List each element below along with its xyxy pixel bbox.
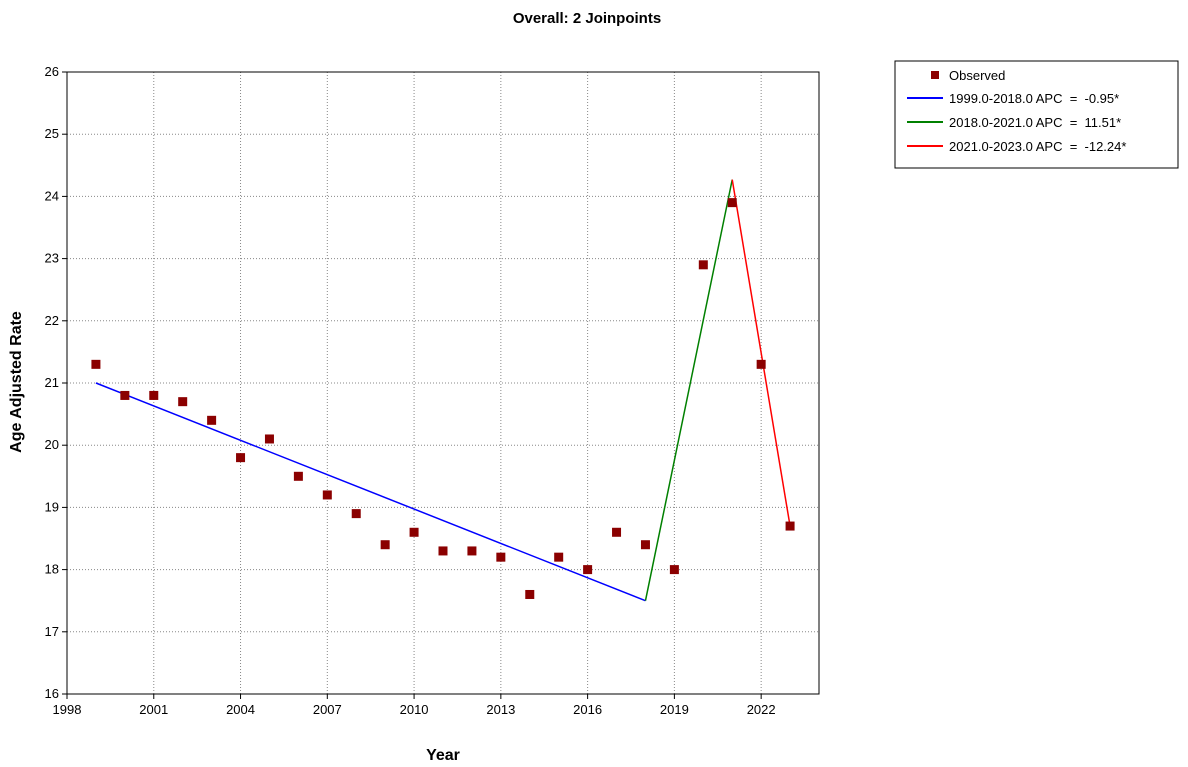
observed-point xyxy=(727,198,737,208)
observed-point xyxy=(785,521,795,531)
x-axis-label: Year xyxy=(426,747,460,764)
y-tick-label: 16 xyxy=(45,686,59,701)
y-tick-label: 26 xyxy=(45,64,59,79)
x-axis-ticks: 1998 2001 2004 2007 2010 2013 2016 2019 2022 xyxy=(53,694,776,717)
observed-point xyxy=(612,527,622,537)
y-tick-label: 18 xyxy=(45,562,59,577)
y-axis-label: Age Adjusted Rate xyxy=(8,311,25,453)
legend-segment-1-label: 1999.0-2018.0 APC = -0.95* xyxy=(949,91,1119,106)
trend-segment-3 xyxy=(731,179,791,527)
legend-segment-2-label: 2018.0-2021.0 APC = 11.51* xyxy=(949,115,1121,130)
observed-point xyxy=(149,390,159,400)
trend-segment-1 xyxy=(95,382,646,602)
y-tick-label: 24 xyxy=(45,188,59,203)
y-tick-label: 22 xyxy=(45,313,59,328)
legend-observed-marker xyxy=(931,71,939,79)
observed-point xyxy=(756,359,766,369)
observed-point xyxy=(351,509,361,519)
x-tick-label: 1998 xyxy=(53,702,82,717)
gridlines xyxy=(67,72,819,694)
legend-segment-3-label: 2021.0-2023.0 APC = -12.24* xyxy=(949,139,1126,154)
observed-point xyxy=(438,546,448,556)
joinpoint-segments xyxy=(95,179,791,602)
y-tick-label: 17 xyxy=(45,624,59,639)
y-tick-label: 20 xyxy=(45,437,59,452)
observed-point xyxy=(236,453,246,463)
observed-point xyxy=(409,527,419,537)
observed-point xyxy=(698,260,708,270)
observed-point xyxy=(554,552,564,562)
trend-segment-2 xyxy=(644,179,733,601)
x-tick-label: 2016 xyxy=(573,702,602,717)
observed-point xyxy=(91,359,101,369)
observed-points xyxy=(91,198,795,599)
x-tick-label: 2001 xyxy=(139,702,168,717)
x-tick-label: 2019 xyxy=(660,702,689,717)
observed-point xyxy=(178,397,188,407)
observed-point xyxy=(293,471,303,481)
observed-point xyxy=(467,546,477,556)
y-tick-label: 25 xyxy=(45,126,59,141)
y-axis-ticks: 16 17 18 19 20 21 22 23 24 25 26 xyxy=(45,64,67,701)
x-tick-label: 2010 xyxy=(400,702,429,717)
chart-title: Overall: 2 Joinpoints xyxy=(513,10,661,27)
observed-point xyxy=(669,565,679,575)
x-tick-label: 2007 xyxy=(313,702,342,717)
observed-point xyxy=(322,490,332,500)
legend: Observed 1999.0-2018.0 APC = -0.95* 2018.0… xyxy=(894,60,1179,169)
x-tick-label: 2004 xyxy=(226,702,255,717)
y-tick-label: 19 xyxy=(45,499,59,514)
y-tick-label: 23 xyxy=(45,251,59,266)
observed-point xyxy=(264,434,274,444)
observed-point xyxy=(496,552,506,562)
x-tick-label: 2022 xyxy=(747,702,776,717)
y-tick-label: 21 xyxy=(45,375,59,390)
observed-point xyxy=(583,565,593,575)
observed-point xyxy=(525,589,535,599)
observed-point xyxy=(207,415,217,425)
observed-point xyxy=(640,540,650,550)
observed-point xyxy=(380,540,390,550)
x-tick-label: 2013 xyxy=(486,702,515,717)
legend-observed-label: Observed xyxy=(949,68,1005,83)
observed-point xyxy=(120,390,130,400)
legend-box xyxy=(894,60,1179,169)
